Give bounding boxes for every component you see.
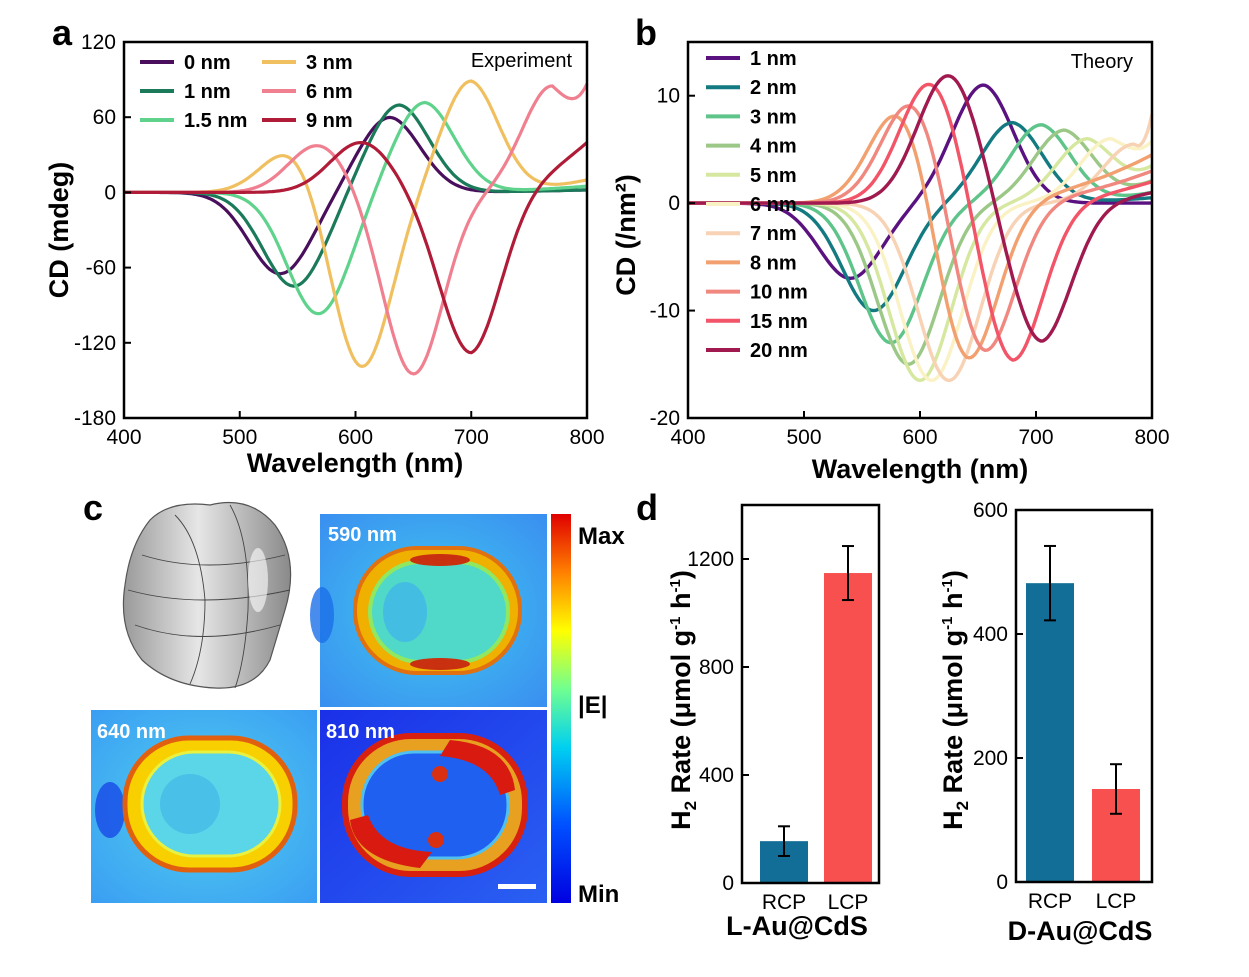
y-tick-label: -60 — [86, 257, 116, 280]
map-label-810: 810 nm — [326, 721, 395, 743]
scale-bar — [498, 884, 536, 889]
panel-d-right-frame — [1014, 508, 1154, 884]
legend-label: 10 nm — [750, 282, 808, 304]
legend-label: 1 nm — [184, 81, 231, 103]
panel-d-right-ylabel: H2 Rate (μmol g-1 h-1) — [938, 570, 972, 830]
colorbar-quantity-label: |E| — [578, 692, 607, 719]
panel-d-right-title: D-Au@CdS — [1008, 916, 1153, 946]
series-line-a-2 — [124, 100, 588, 316]
colorbar-min-label: Min — [578, 881, 619, 908]
panel-b-xlabel: Wavelength (nm) — [812, 454, 1029, 484]
x-category-label: RCP — [1028, 890, 1072, 913]
panel-d-right-chart: 0 200 400 600 RCP LCP D-Au@CdS H2 Rate (μmol … — [938, 499, 1154, 946]
legend-label: 6 nm — [306, 81, 353, 103]
nanorod-model-image — [122, 501, 292, 689]
y-tick-label: -20 — [650, 407, 680, 430]
x-tick-label: 800 — [1134, 426, 1169, 449]
legend-label: 1.5 nm — [184, 110, 247, 132]
legend-label: 2 nm — [750, 77, 797, 99]
legend-label: 15 nm — [750, 311, 808, 333]
legend-label: 9 nm — [306, 110, 353, 132]
legend-label: 1 nm — [750, 48, 797, 70]
legend-label: 3 nm — [750, 106, 797, 128]
y-tick-label: 200 — [973, 747, 1008, 770]
y-tick-label: 10 — [657, 85, 680, 108]
panel-b: b 400 500 600 700 800 10 0 -10 -20 Theory 1 nm 2 … — [611, 12, 1170, 484]
panel-b-note: Theory — [1071, 51, 1133, 73]
bar-lcp — [824, 573, 872, 883]
map-label-640: 640 nm — [97, 721, 166, 743]
x-tick-label: 400 — [106, 426, 141, 449]
x-category-label: RCP — [762, 891, 806, 914]
y-tick-label: 60 — [93, 106, 116, 129]
panel-b-legend: 1 nm 2 nm 3 nm 4 nm 5 nm 6 nm 7 nm 8 nm 10 nm 15 … — [706, 48, 808, 362]
panel-d-left-ticks: 0 400 800 1200 RCP LCP — [687, 548, 868, 914]
field-map-640: 640 nm — [91, 710, 317, 903]
y-tick-label: 0 — [668, 192, 680, 215]
x-tick-label: 400 — [670, 426, 705, 449]
x-tick-label: 700 — [1018, 426, 1053, 449]
panel-d-left-chart: 0 400 800 1200 RCP LCP L-Au@CdS H2 Rate (μmol… — [666, 503, 881, 941]
panel-a-series-lines — [124, 79, 589, 376]
colorbar-max-label: Max — [578, 523, 625, 550]
x-category-label: LCP — [828, 891, 869, 914]
legend-label: 3 nm — [306, 52, 353, 74]
map-label-590: 590 nm — [328, 524, 397, 546]
x-category-label: LCP — [1096, 890, 1137, 913]
y-tick-label: -180 — [74, 407, 116, 430]
panel-letter-b: b — [635, 12, 657, 53]
legend-label: 5 nm — [750, 165, 797, 187]
legend-label: 4 nm — [750, 136, 797, 158]
y-tick-label: 1200 — [687, 548, 734, 571]
panel-d-right-bars — [1026, 544, 1140, 882]
panel-d-left-bars — [760, 545, 872, 883]
y-tick-label: -10 — [650, 300, 680, 323]
panel-a-note: Experiment — [471, 50, 573, 72]
y-tick-label: 0 — [722, 872, 734, 895]
x-tick-label: 800 — [569, 426, 604, 449]
x-tick-label: 500 — [786, 426, 821, 449]
field-map-590: 590 nm — [310, 514, 547, 707]
x-tick-label: 600 — [338, 426, 373, 449]
panel-a-ylabel: CD (mdeg) — [44, 162, 74, 299]
panel-d-right-ticks: 0 200 400 600 RCP LCP — [973, 499, 1136, 913]
panel-letter-d: d — [636, 487, 658, 528]
panel-b-series-lines — [688, 74, 1154, 383]
field-map-810: 810 nm — [320, 710, 547, 903]
y-tick-label: 0 — [996, 871, 1008, 894]
y-tick-label: -120 — [74, 332, 116, 355]
panel-b-ylabel: CD (/nm²) — [611, 174, 641, 295]
x-tick-label: 700 — [454, 426, 489, 449]
y-tick-label: 120 — [81, 31, 116, 54]
series-line-b-10 — [688, 74, 1153, 343]
colorbar: Max |E| Min — [551, 514, 625, 908]
panel-a-xlabel: Wavelength (nm) — [247, 448, 464, 478]
panel-d-left-title: L-Au@CdS — [726, 911, 868, 941]
panel-c: c 590 nm 640 — [83, 487, 625, 908]
bar-rcp — [1026, 583, 1074, 882]
legend-label: 20 nm — [750, 340, 808, 362]
panel-d: d 0 400 800 1200 RCP LCP L-Au@CdS H2 Rate (μm… — [636, 487, 1154, 946]
y-tick-label: 600 — [973, 499, 1008, 522]
panel-d-left-frame — [740, 503, 881, 885]
legend-label: 7 nm — [750, 223, 797, 245]
panel-a-legend: 0 nm 1 nm 1.5 nm 3 nm 6 nm 9 nm — [140, 52, 353, 132]
series-line-a-5 — [124, 141, 589, 355]
y-tick-label: 800 — [699, 656, 734, 679]
panel-letter-a: a — [52, 12, 73, 53]
legend-label: 0 nm — [184, 52, 231, 74]
x-tick-label: 600 — [902, 426, 937, 449]
x-tick-label: 500 — [222, 426, 257, 449]
y-tick-label: 400 — [973, 623, 1008, 646]
y-tick-label: 400 — [699, 764, 734, 787]
legend-label: 6 nm — [750, 194, 797, 216]
y-tick-label: 0 — [104, 181, 116, 204]
legend-label: 8 nm — [750, 252, 797, 274]
panel-b-ticks: 400 500 600 700 800 10 0 -10 -20 — [650, 85, 1170, 449]
panel-d-left-ylabel: H2 Rate (μmol g-1 h-1) — [666, 570, 700, 830]
panel-letter-c: c — [83, 487, 103, 528]
